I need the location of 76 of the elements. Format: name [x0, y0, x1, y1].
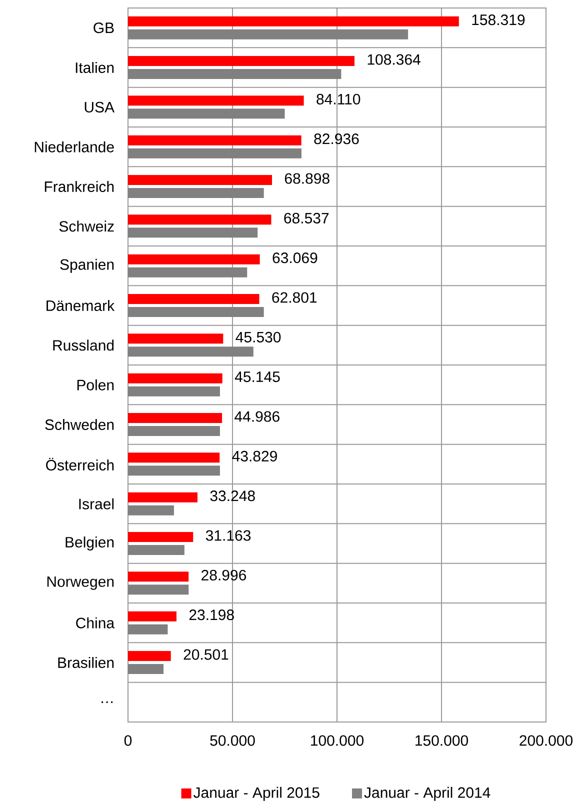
data-label: 20.501	[184, 649, 228, 660]
bar	[128, 346, 254, 357]
data-label: 68.537	[284, 212, 329, 224]
x-tick-label: 0	[124, 735, 132, 746]
y-tick-label: Belgien	[66, 536, 114, 550]
y-tick-label: Norwegen	[47, 576, 114, 590]
bar	[128, 584, 189, 595]
y-tick-label: China	[76, 617, 115, 628]
bar	[128, 267, 248, 278]
data-label: 44.986	[234, 411, 280, 422]
bar	[128, 572, 189, 582]
bar	[128, 69, 342, 79]
y-tick-label: Italien	[76, 62, 114, 74]
data-label: 62.801	[272, 292, 317, 303]
y-tick-label: Polen	[77, 379, 114, 390]
y-tick-label: GB	[94, 22, 114, 34]
data-label: 45.530	[236, 332, 281, 342]
bar	[128, 108, 285, 119]
bar	[128, 96, 304, 106]
data-label: 45.145	[234, 372, 280, 382]
bar	[128, 175, 272, 186]
bar	[128, 188, 264, 198]
bar	[128, 148, 302, 158]
bar	[128, 413, 222, 424]
data-label: 84.110	[316, 94, 360, 104]
bar	[128, 16, 459, 26]
y-tick-label: Brasilien	[58, 656, 114, 668]
bar	[128, 56, 354, 66]
bar	[128, 307, 264, 318]
y-tick-label: Israel	[79, 498, 114, 510]
data-label: 31.163	[206, 530, 251, 541]
y-tick-label: Schweiz	[59, 220, 114, 232]
x-tick-label: 100.000	[311, 735, 364, 746]
y-tick-label: Niederlande	[34, 141, 114, 152]
bar	[128, 664, 164, 674]
y-tick-label: Spanien	[60, 258, 114, 273]
bar	[128, 228, 258, 238]
x-tick-label: 200.000	[520, 735, 573, 746]
y-tick-label: Dänemark	[46, 300, 115, 312]
data-label: 63.069	[272, 252, 318, 264]
y-tick-label: Österreich	[46, 458, 114, 471]
bar	[128, 466, 220, 476]
bar	[128, 492, 198, 502]
y-tick-label: USA	[84, 102, 115, 112]
y-tick-label: Russland	[53, 340, 114, 351]
bar	[128, 452, 220, 463]
data-label: 33.248	[210, 490, 255, 502]
data-label: 23.198	[189, 610, 234, 620]
data-label: 28.996	[202, 570, 246, 580]
bar	[128, 214, 272, 225]
bar	[128, 29, 408, 40]
data-label: 68.898	[284, 173, 330, 184]
y-tick-label: …	[102, 701, 113, 703]
bar	[128, 386, 220, 396]
bar	[128, 294, 260, 304]
data-label: 158.319	[472, 14, 525, 26]
bar	[128, 505, 174, 516]
bar	[128, 532, 194, 542]
bar	[128, 624, 168, 634]
data-label: 43.829	[232, 450, 277, 462]
bar	[128, 611, 176, 622]
data-label: 82.936	[314, 134, 359, 144]
bar	[128, 373, 222, 384]
y-tick-label: Frankreich	[44, 180, 114, 192]
bar	[128, 545, 184, 556]
bar	[128, 135, 302, 146]
y-tick-label: Schweden	[45, 418, 114, 430]
x-tick-label: 150.000	[416, 735, 468, 746]
data-label: 108.364	[368, 54, 420, 65]
bar	[128, 254, 260, 264]
legend-label: Januar - April 2015	[194, 786, 320, 801]
bar	[128, 426, 220, 436]
bar	[128, 651, 171, 662]
x-tick-label: 50.000	[210, 735, 255, 746]
bar	[128, 334, 224, 344]
legend-label: Januar - April 2014	[364, 786, 490, 801]
